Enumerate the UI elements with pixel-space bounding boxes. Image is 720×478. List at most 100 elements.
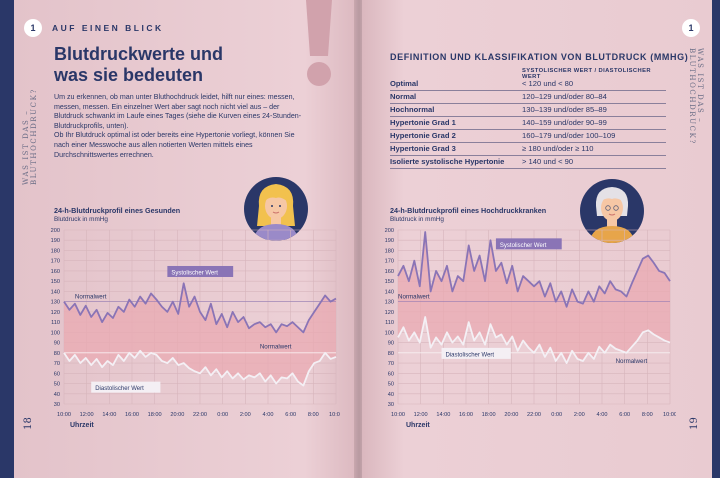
intro-paragraph-2: Ob Ihr Blutdruck optimal ist oder bereit… (54, 131, 295, 159)
x-tick-label: 4:00 (263, 412, 274, 418)
y-tick-label: 150 (385, 279, 394, 285)
y-tick-label: 120 (385, 310, 394, 316)
y-tick-label: 90 (388, 341, 394, 347)
normal-label-bottom: Normalwert (260, 344, 292, 351)
x-tick-label: 2:00 (240, 412, 251, 418)
x-tick-label: 10:00 (57, 412, 71, 418)
y-tick-label: 180 (385, 248, 394, 254)
y-tick-label: 80 (54, 351, 60, 357)
y-tick-label: 50 (388, 382, 394, 388)
y-tick-label: 170 (385, 259, 394, 265)
page-number-right: 19 (688, 417, 700, 430)
chart-ylabel-healthy: Blutdruck in mmHg (54, 216, 108, 223)
row-value: < 120 und < 80 (522, 79, 574, 88)
x-tick-label: 14:00 (102, 412, 116, 418)
row-value: 130–139 und/oder 85–89 (522, 105, 607, 114)
intro-paragraph-1: Um zu erkennen, ob man unter Bluthochdru… (54, 93, 302, 130)
x-tick-label: 2:00 (574, 412, 585, 418)
table-row: Hypertonie Grad 2 160–179 und/oder 100–10… (390, 130, 666, 143)
x-tick-label: 10:00 (329, 412, 340, 418)
x-tick-label: 10:00 (391, 412, 405, 418)
table-row: Normal 120–129 und/oder 80–84 (390, 91, 666, 104)
y-tick-label: 180 (51, 248, 60, 254)
diastolic-line (63, 349, 337, 387)
chapter-badge: 1 (24, 19, 42, 37)
page-title: Blutdruckwerte und was sie bedeuten (54, 44, 223, 86)
y-tick-label: 120 (51, 310, 60, 316)
x-tick-label: 10:00 (663, 412, 676, 418)
y-tick-label: 140 (51, 289, 60, 295)
y-tick-label: 90 (54, 341, 60, 347)
overline: AUF EINEN BLICK (52, 23, 164, 33)
x-tick-label: 0:00 (551, 412, 562, 418)
background-right (712, 0, 720, 478)
background-left (0, 0, 14, 478)
y-tick-label: 140 (385, 289, 394, 295)
x-tick-label: 6:00 (285, 412, 296, 418)
normal-label-bottom: Normalwert (616, 358, 648, 365)
callout-text: Diastolischer Wert (95, 386, 144, 392)
title-line-1: Blutdruckwerte und (54, 44, 224, 64)
y-tick-label: 100 (51, 330, 60, 336)
chart-xlabel-healthy: Uhrzeit (70, 422, 94, 429)
callout-systolic: Systolischer Wert (495, 238, 562, 250)
normal-label-top: Normalwert (398, 294, 430, 301)
elderly-woman-avatar-icon (580, 179, 644, 243)
normal-label-top: Normalwert (75, 294, 107, 301)
table-row: Isolierte systolische Hypertonie > 140 un… (390, 156, 666, 169)
chart-healthy: 200 190 180 170 160 150 140 130 120 110 100 90 80 70 6… (51, 228, 340, 418)
y-tick-label: 50 (54, 382, 60, 388)
x-tick-label: 22:00 (193, 412, 207, 418)
y-tick-label: 70 (388, 361, 394, 367)
row-label: Optimal (390, 79, 419, 88)
x-tick-label: 12:00 (80, 412, 94, 418)
y-tick-label: 30 (54, 402, 60, 408)
side-label-right: WAS IST DAS – BLUTHOCHDRUCK? (688, 48, 704, 145)
pressure-band-area (64, 283, 336, 386)
row-label: Isolierte systolische Hypertonie (390, 157, 505, 166)
row-label: Hypertonie Grad 2 (390, 131, 456, 140)
y-tick-label: 60 (388, 371, 394, 377)
intro-text: Um zu erkennen, ob man unter Bluthochdru… (54, 93, 304, 160)
callout-text: Diastolischer Wert (446, 352, 495, 358)
y-tick-label: 190 (51, 238, 60, 244)
y-tick-label: 160 (385, 269, 394, 275)
x-tick-label: 6:00 (619, 412, 630, 418)
y-tick-label: 190 (385, 238, 394, 244)
y-tick-label: 70 (54, 361, 60, 367)
young-woman-avatar-icon (244, 177, 308, 241)
chapter-badge-right: 1 (682, 19, 700, 37)
x-tick-label: 18:00 (148, 412, 162, 418)
exclamation-mark-icon (306, 0, 332, 86)
table-row: Optimal < 120 und < 80 (390, 78, 666, 91)
y-tick-label: 200 (385, 228, 394, 234)
diastolic-line (397, 316, 671, 364)
chart-title-healthy: 24-h-Blutdruckprofil eines Gesunden (54, 206, 181, 215)
row-value: 160–179 und/oder 100–109 (522, 131, 616, 140)
y-tick-label: 130 (385, 300, 394, 306)
right-page: 1 WAS IST DAS – BLUTHOCHDRUCK? DEFINITIO… (362, 0, 712, 478)
row-value: 140–159 und/oder 90–99 (522, 118, 607, 127)
gutter (354, 0, 364, 478)
row-value: 120–129 und/oder 80–84 (522, 92, 607, 101)
y-tick-label: 150 (51, 279, 60, 285)
x-tick-label: 16:00 (459, 412, 473, 418)
callout-text: Systolischer Wert (171, 270, 218, 276)
y-tick-label: 30 (388, 402, 394, 408)
callout-diastolic: Diastolischer Wert (441, 347, 511, 359)
x-tick-label: 14:00 (436, 412, 450, 418)
y-tick-label: 200 (51, 228, 60, 234)
row-label: Hochnormal (390, 105, 435, 114)
title-line-2: was sie bedeuten (54, 65, 204, 85)
side-label: WAS IST DAS – BLUTHOCHDRUCK? (22, 88, 38, 185)
y-tick-label: 40 (388, 392, 394, 398)
callout-text: Systolischer Wert (500, 243, 547, 249)
callout-systolic: Systolischer Wert (167, 265, 234, 277)
y-tick-label: 110 (385, 320, 394, 326)
y-tick-label: 170 (51, 259, 60, 265)
y-tick-label: 60 (54, 371, 60, 377)
callout-box (441, 347, 511, 359)
row-value: > 140 und < 90 (522, 157, 574, 166)
x-tick-label: 16:00 (125, 412, 139, 418)
x-tick-label: 12:00 (414, 412, 428, 418)
